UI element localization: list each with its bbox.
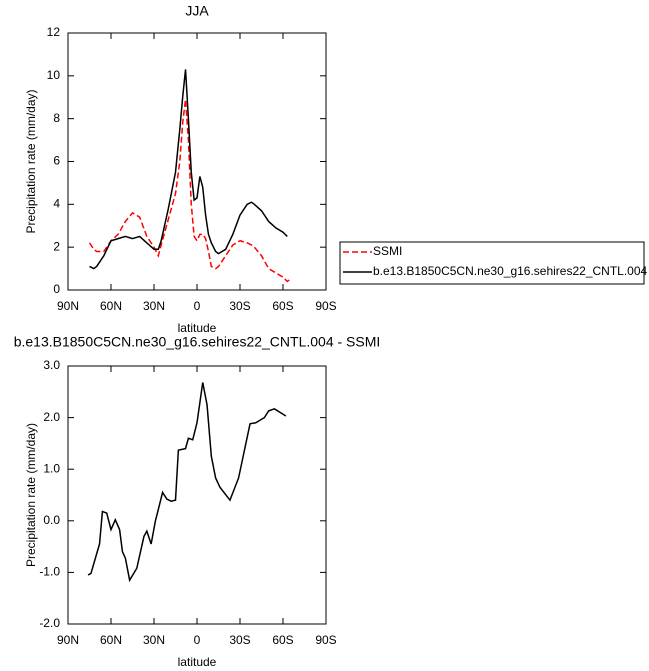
plot-frame — [67, 32, 327, 291]
y-axis-label: Precipitation rate (mm/day) — [24, 89, 38, 233]
y-tick-label: 1.0 — [43, 461, 60, 475]
chart-title: b.e13.B1850C5CN.ne30_g16.sehires22_CNTL.… — [14, 334, 381, 350]
x-tick-label: 60N — [100, 299, 122, 313]
y-tick-label: 10 — [47, 68, 61, 82]
x-tick-label: 0 — [194, 633, 201, 647]
y-tick-label: -2.0 — [39, 616, 60, 630]
y-tick-label: 12 — [47, 25, 61, 39]
x-tick-label: 90S — [315, 633, 336, 647]
x-tick-label: 30S — [229, 299, 250, 313]
y-tick-label: 0 — [53, 282, 60, 296]
x-tick-label: 60S — [272, 299, 293, 313]
y-tick-label: 8 — [53, 111, 60, 125]
data-line — [88, 99, 291, 283]
y-tick-label: 0.0 — [43, 513, 60, 527]
legend-label: b.e13.B1850C5CN.ne30_g16.sehires22_CNTL.… — [373, 264, 648, 278]
x-tick-label: 30N — [143, 299, 165, 313]
x-tick-label: 30S — [229, 633, 250, 647]
x-axis-label: latitude — [178, 655, 217, 669]
data-line — [87, 382, 287, 583]
y-axis-label: Precipitation rate (mm/day) — [24, 423, 38, 567]
x-tick-label: 60S — [272, 633, 293, 647]
x-tick-label: 90N — [57, 633, 79, 647]
chart-title: JJA — [185, 3, 209, 19]
plot-frame — [67, 365, 327, 625]
x-tick-label: 90N — [57, 299, 79, 313]
y-tick-label: -1.0 — [39, 565, 60, 579]
x-tick-label: 0 — [194, 299, 201, 313]
y-tick-label: 6 — [53, 154, 60, 168]
y-tick-label: 2 — [53, 239, 60, 253]
x-tick-label: 90S — [315, 299, 336, 313]
data-line — [89, 69, 288, 270]
y-tick-label: 3.0 — [43, 358, 60, 372]
legend-label: SSMI — [373, 244, 402, 258]
y-tick-label: 2.0 — [43, 410, 60, 424]
legend-box — [339, 241, 645, 285]
y-tick-label: 4 — [53, 197, 60, 211]
x-tick-label: 30N — [143, 633, 165, 647]
x-tick-label: 60N — [100, 633, 122, 647]
x-axis-label: latitude — [178, 321, 217, 335]
